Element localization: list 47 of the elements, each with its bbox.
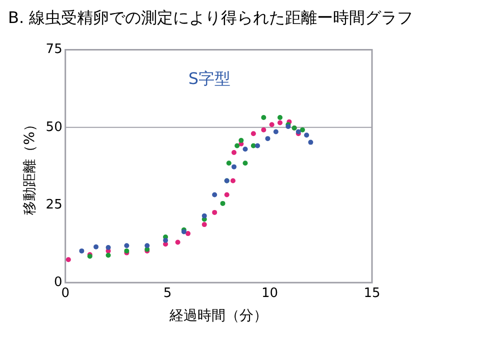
point bbox=[202, 213, 207, 218]
point bbox=[224, 192, 230, 198]
point bbox=[94, 244, 99, 250]
point bbox=[261, 127, 266, 132]
point bbox=[202, 222, 207, 228]
point bbox=[278, 120, 283, 126]
point bbox=[79, 248, 84, 254]
point bbox=[106, 252, 111, 258]
y-tick-label: 50 bbox=[46, 120, 62, 135]
point bbox=[163, 238, 168, 243]
point bbox=[232, 164, 237, 170]
point bbox=[186, 231, 191, 236]
point bbox=[175, 240, 180, 245]
x-tick-label: 5 bbox=[163, 286, 172, 301]
x-tick-label: 15 bbox=[364, 286, 380, 301]
point bbox=[265, 136, 270, 142]
point bbox=[234, 143, 240, 148]
point bbox=[255, 143, 260, 148]
point bbox=[124, 243, 130, 248]
point bbox=[273, 129, 278, 134]
point bbox=[212, 210, 218, 215]
point bbox=[106, 245, 111, 250]
point bbox=[300, 127, 305, 132]
y-tick-label: 75 bbox=[46, 42, 62, 58]
point bbox=[242, 160, 248, 166]
x-tick-label: 10 bbox=[262, 286, 278, 301]
point bbox=[238, 138, 244, 143]
y-tick-label: 0 bbox=[54, 274, 62, 290]
point bbox=[212, 192, 218, 198]
point bbox=[144, 243, 150, 248]
point bbox=[242, 146, 248, 152]
point bbox=[250, 131, 256, 136]
point bbox=[226, 160, 232, 166]
point bbox=[308, 140, 314, 145]
point bbox=[278, 114, 283, 120]
point bbox=[261, 114, 266, 120]
point bbox=[230, 178, 236, 184]
y-tick-label: 25 bbox=[46, 197, 62, 212]
y-axis-title: 移動距離（%） bbox=[22, 118, 38, 215]
point bbox=[220, 200, 226, 206]
annotation: S字型 bbox=[188, 69, 231, 88]
point bbox=[304, 132, 310, 138]
point bbox=[66, 257, 71, 262]
point bbox=[232, 150, 237, 156]
x-axis-title: 経過時間（分） bbox=[168, 308, 268, 324]
chart-title: B. 線虫受精卵での測定により得られた距離ー時間グラフ bbox=[8, 8, 414, 29]
point bbox=[269, 122, 274, 128]
